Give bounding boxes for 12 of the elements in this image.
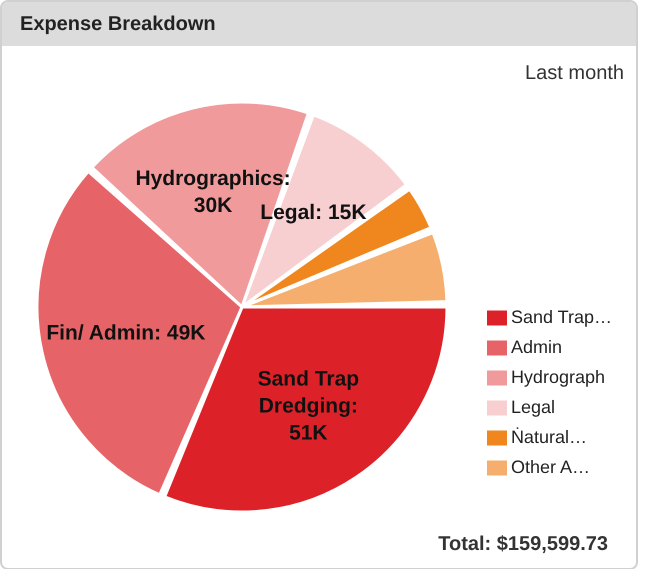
legend-label: Legal xyxy=(510,397,555,417)
text: Total: $159,599.73 xyxy=(438,533,608,556)
data-label: Sand Trap Dredging: 51K xyxy=(258,367,360,444)
data-label: Legal: 15K xyxy=(260,200,366,224)
legend-label: Other A… xyxy=(510,457,590,477)
legend-label: Ṅatural… xyxy=(510,427,587,447)
data-label: Fin/ Admin: 49K xyxy=(46,321,206,344)
chart-subtitle: Last month xyxy=(525,62,624,85)
legend-label: Admin xyxy=(510,337,562,357)
legend-label: Hydrograph xyxy=(510,367,605,387)
legend-label: Sand Trap… xyxy=(510,307,612,327)
chart-title: Expense Breakdown xyxy=(2,2,636,46)
